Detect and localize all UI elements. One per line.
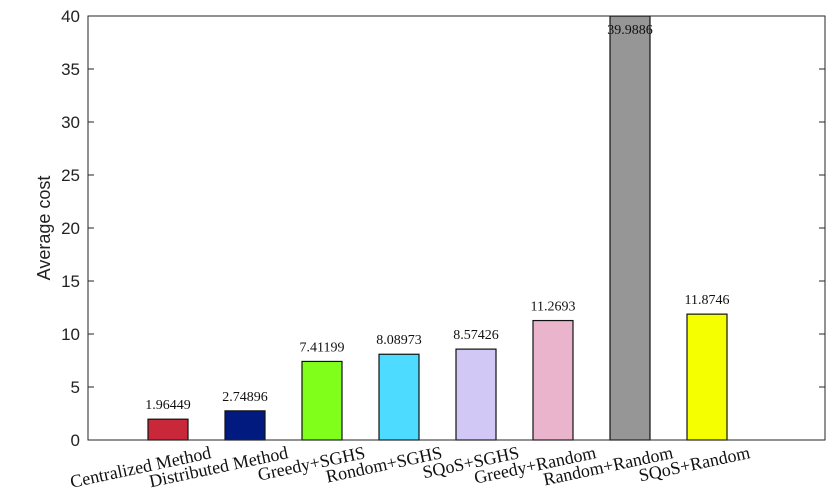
bar: [686, 313, 728, 441]
bar-value-label: 2.74896: [222, 390, 268, 405]
bar-value-label: 7.41199: [300, 340, 345, 355]
y-tick-label: 20: [61, 219, 80, 238]
y-tick-label: 30: [61, 113, 80, 132]
bar-value-label: 11.2693: [531, 300, 576, 315]
y-tick-label: 15: [61, 272, 80, 291]
y-tick-label: 0: [71, 431, 80, 450]
bar-value-label: 8.57426: [453, 328, 499, 343]
y-tick-label: 5: [71, 378, 80, 397]
y-tick-label: 35: [61, 60, 80, 79]
bar: [609, 15, 651, 441]
bar: [147, 418, 189, 441]
y-axis-ticks: 0 5 10 15 20 25 30 35 40: [61, 7, 825, 450]
bar: [301, 360, 343, 441]
bar: [378, 353, 420, 441]
bar: [455, 348, 497, 441]
data-labels: 1.96449 2.74896 7.41199 8.08973 8.57426 11.26…: [145, 23, 729, 413]
bar-value-label: 39.9886: [607, 23, 653, 38]
bar: [224, 410, 266, 441]
y-axis-label: Average cost: [34, 176, 54, 281]
y-tick-label: 25: [61, 166, 80, 185]
bars: [147, 15, 728, 441]
bar: [532, 319, 574, 441]
bar-value-label: 11.8746: [685, 293, 730, 308]
bar-value-label: 1.96449: [145, 398, 191, 413]
y-tick-label: 40: [61, 7, 80, 26]
y-tick-label: 10: [61, 325, 80, 344]
bar-value-label: 8.08973: [376, 333, 422, 348]
plot-frame: [87, 15, 826, 441]
